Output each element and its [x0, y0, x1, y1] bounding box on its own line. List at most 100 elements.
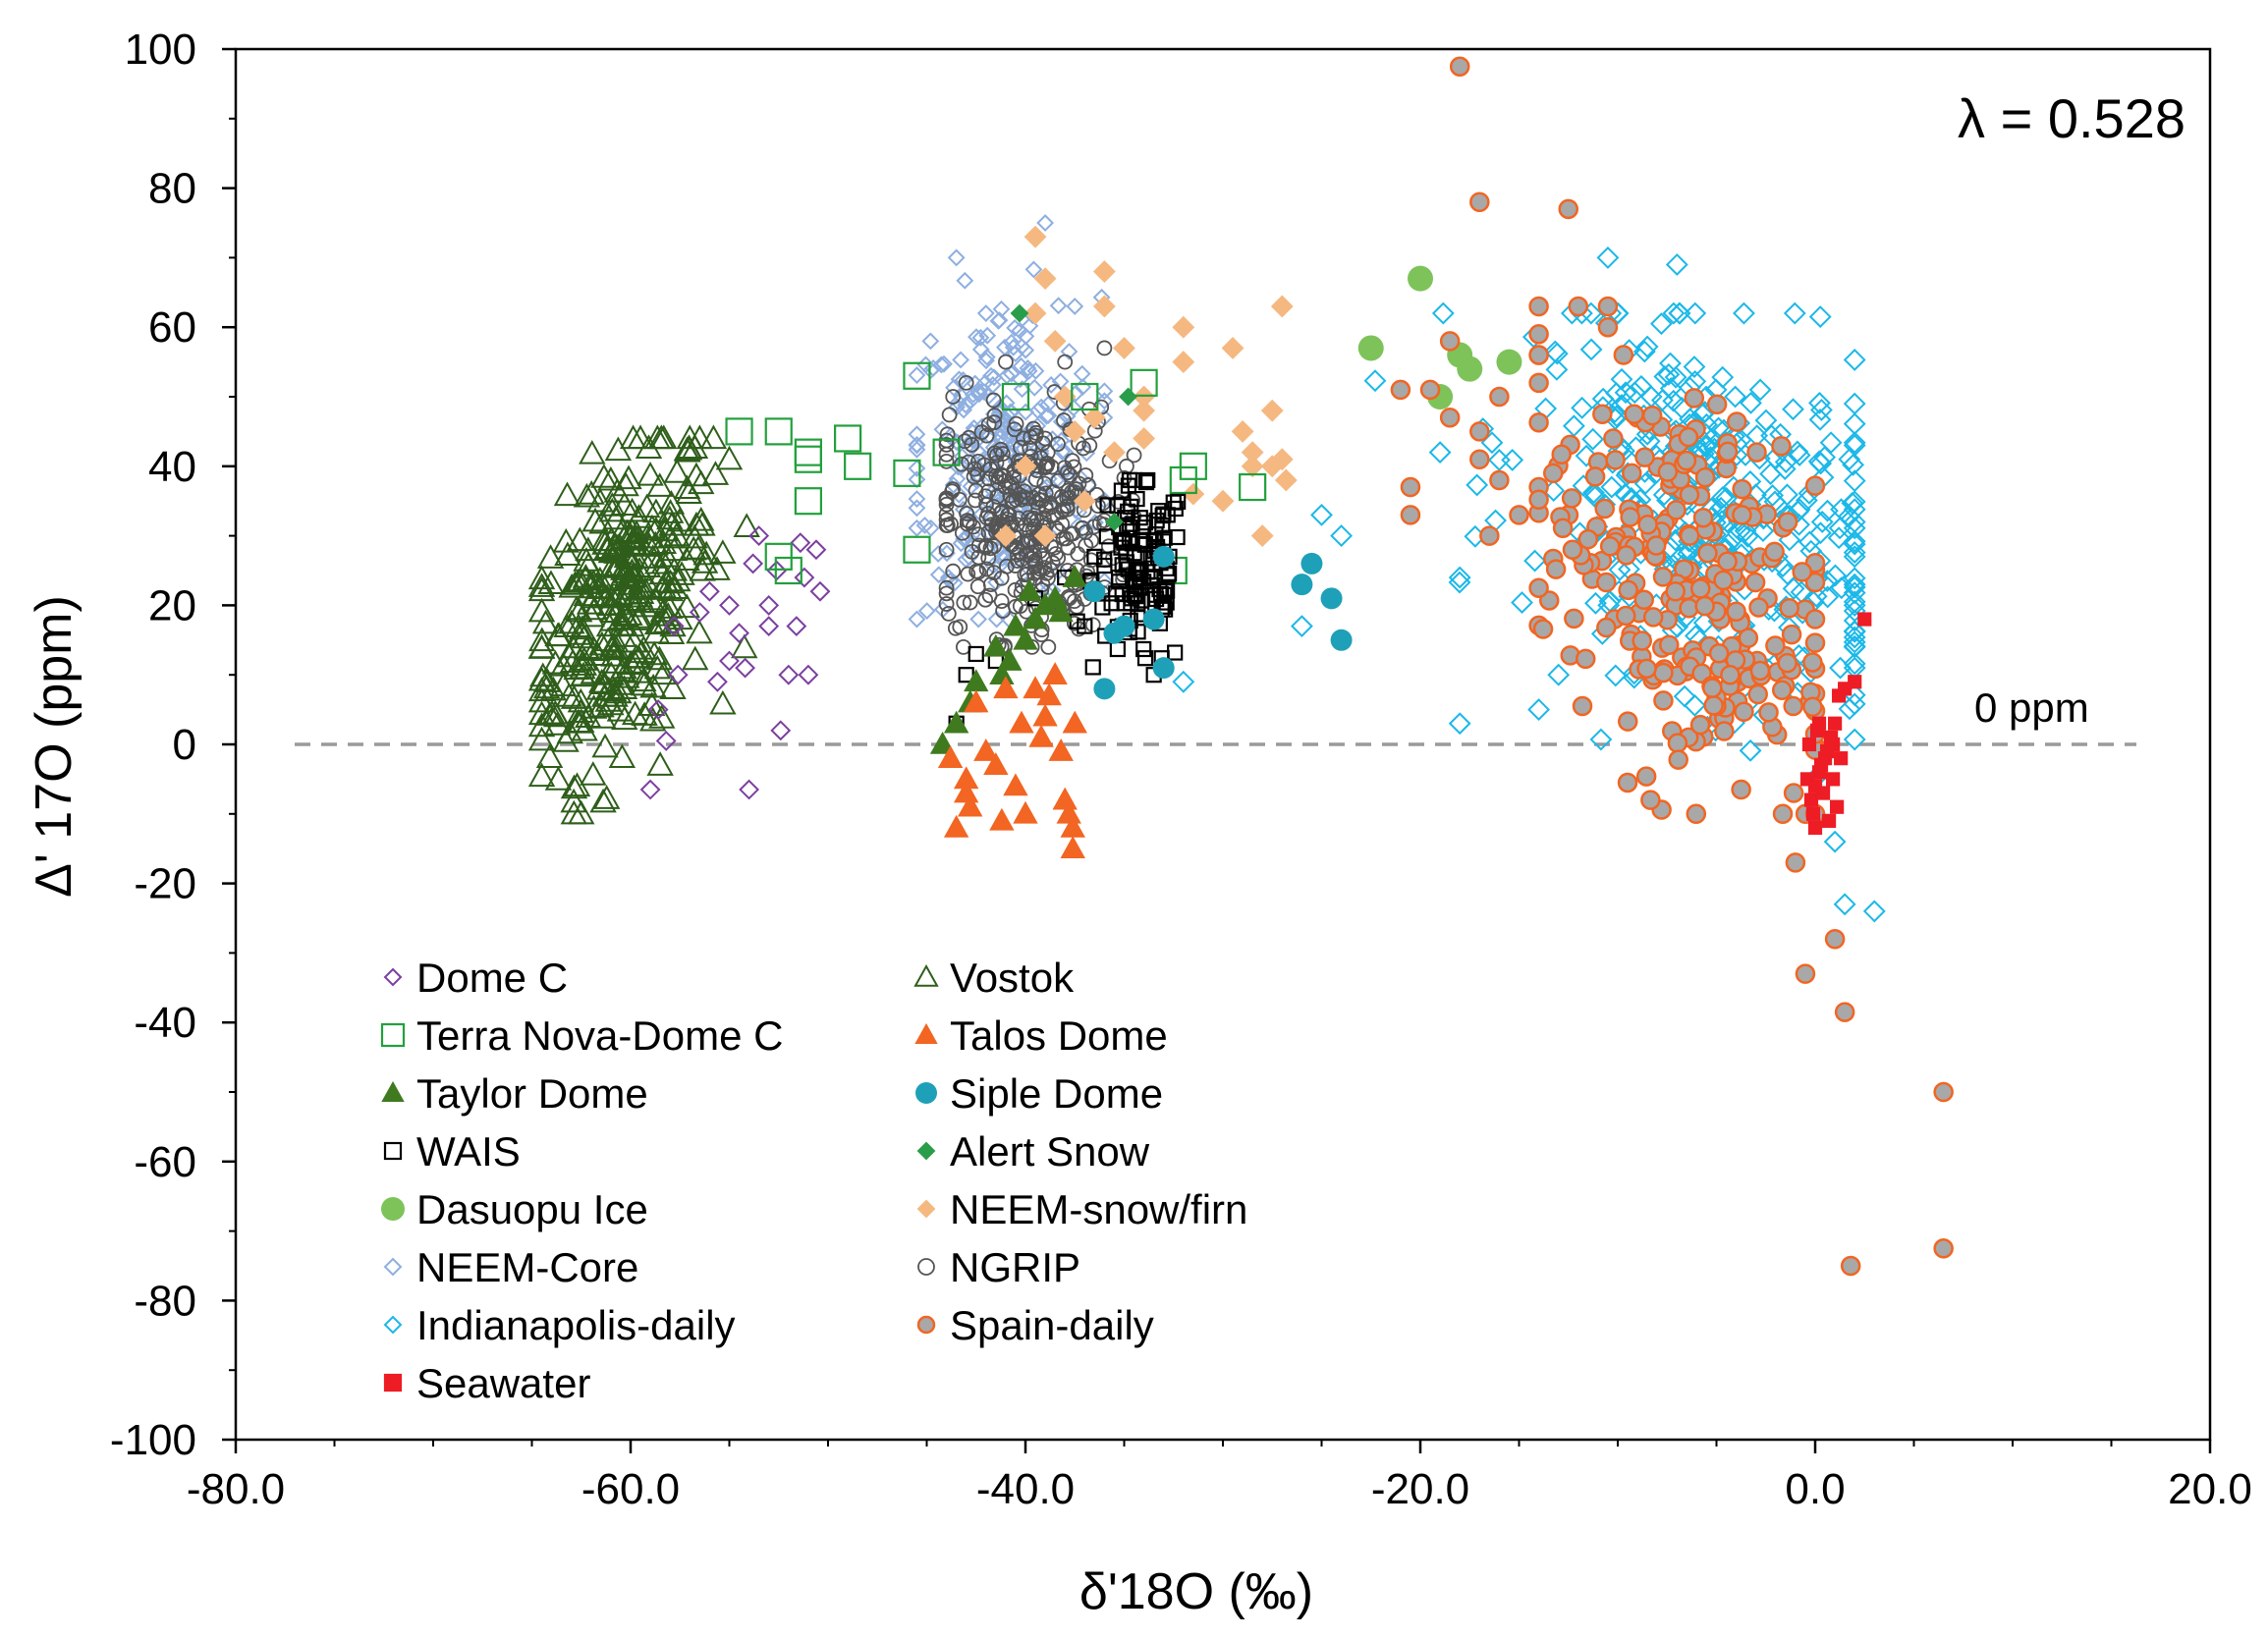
data-point — [953, 388, 970, 406]
data-point — [1713, 570, 1734, 591]
data-point — [758, 594, 780, 616]
axis-ticks: -80.0 -60.0 -40.0 -20.0 0.0 20.0 100 80 60 40 20 0 -… — [110, 26, 2252, 1513]
data-point — [1078, 467, 1094, 483]
data-point — [1620, 507, 1640, 527]
data-point — [1594, 498, 1615, 519]
data-point — [994, 446, 1011, 462]
series-talos-dome — [937, 662, 1087, 858]
data-point — [977, 591, 994, 608]
legend-label: Alert Snow — [950, 1128, 1150, 1175]
data-point — [1803, 792, 1819, 807]
legend-label: Taylor Dome — [416, 1070, 648, 1117]
data-point — [1843, 590, 1866, 614]
data-point — [1692, 507, 1714, 528]
data-point — [1044, 555, 1061, 572]
data-point — [983, 517, 1000, 533]
data-point — [1026, 553, 1043, 569]
data-point — [1103, 595, 1120, 612]
data-point — [1073, 489, 1096, 513]
data-point — [1002, 333, 1021, 352]
data-point — [1092, 260, 1116, 283]
data-point — [613, 663, 640, 688]
data-point — [964, 689, 989, 713]
data-point — [1031, 486, 1047, 503]
data-point — [937, 745, 964, 768]
data-point — [1564, 608, 1584, 629]
data-point — [541, 699, 570, 725]
data-point — [1624, 404, 1644, 424]
data-point — [1291, 574, 1313, 596]
data-point — [1007, 421, 1023, 438]
data-point — [527, 712, 556, 738]
legend-item: Seawater — [383, 1360, 590, 1406]
data-point — [630, 671, 658, 696]
data-point — [1001, 382, 1030, 411]
data-point — [1509, 505, 1529, 525]
data-point — [1561, 488, 1582, 509]
data-point — [1012, 543, 1028, 560]
data-point — [1744, 572, 1766, 593]
data-point — [1274, 468, 1298, 492]
data-point — [1608, 558, 1632, 581]
data-point — [1720, 664, 1741, 685]
data-point — [945, 574, 964, 592]
data-point — [1830, 498, 1853, 521]
data-point — [1748, 378, 1772, 402]
data-point — [1653, 662, 1674, 683]
data-point — [1489, 386, 1510, 408]
data-point — [600, 677, 628, 702]
data-point — [673, 436, 701, 462]
data-point — [938, 579, 955, 596]
legend-item: Taylor Dome — [381, 1070, 648, 1117]
data-point — [1007, 558, 1023, 574]
data-point — [1726, 411, 1747, 432]
data-point — [1032, 703, 1058, 727]
data-point — [1708, 643, 1730, 664]
data-point — [1150, 503, 1167, 519]
data-point — [969, 578, 986, 595]
data-point — [1050, 436, 1066, 453]
data-point — [989, 807, 1015, 831]
data-point — [1703, 695, 1724, 716]
data-point — [663, 616, 685, 637]
data-point — [1182, 482, 1205, 506]
data-point — [983, 752, 1009, 776]
data-point — [656, 505, 684, 530]
data-point — [1179, 452, 1207, 480]
data-point — [1618, 711, 1638, 732]
data-point — [1126, 447, 1142, 464]
data-point — [908, 366, 926, 384]
data-point — [698, 580, 720, 602]
data-point — [1241, 455, 1264, 478]
data-point — [1025, 378, 1044, 397]
data-point — [1843, 349, 1866, 371]
data-point — [1043, 459, 1060, 475]
data-point — [599, 537, 628, 562]
data-point — [1161, 565, 1178, 581]
data-point — [1659, 634, 1680, 656]
data-point — [689, 602, 710, 623]
data-point — [1250, 524, 1274, 548]
data-point — [1119, 387, 1137, 407]
data-point — [1059, 464, 1076, 481]
data-point — [1390, 379, 1411, 401]
data-point — [1581, 427, 1605, 451]
data-point — [1496, 349, 1522, 375]
data-point — [1025, 511, 1042, 526]
data-point — [719, 650, 740, 672]
data-point — [1614, 381, 1637, 405]
data-point — [1599, 535, 1621, 557]
data-point — [585, 676, 614, 700]
data-point — [1842, 453, 1865, 476]
data-point — [932, 438, 961, 466]
data-point — [1099, 497, 1116, 514]
data-point — [921, 519, 940, 537]
data-point — [686, 424, 714, 450]
data-point — [1052, 787, 1078, 810]
data-point — [1832, 688, 1847, 703]
data-point — [1662, 301, 1686, 325]
data-point — [597, 465, 625, 491]
data-point — [1788, 498, 1811, 521]
data-point — [1078, 444, 1096, 463]
data-point — [1579, 338, 1603, 361]
